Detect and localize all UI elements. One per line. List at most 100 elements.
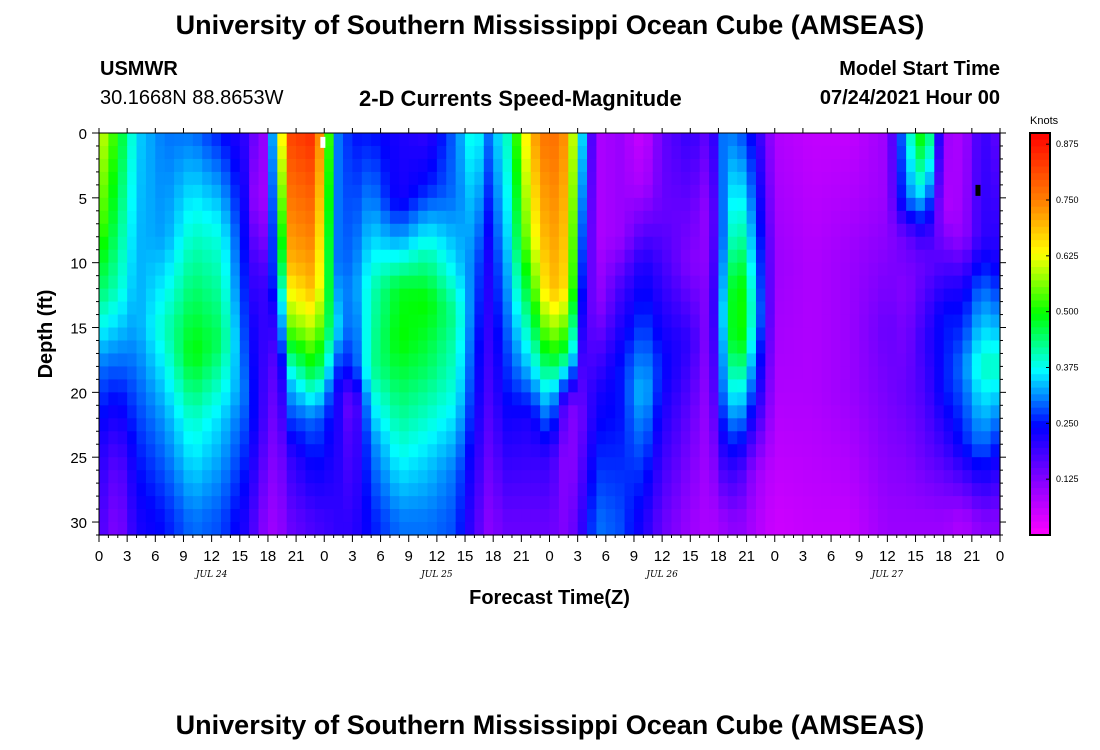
heatmap-cell	[596, 522, 607, 536]
heatmap-cell	[380, 353, 391, 368]
heatmap-cell	[831, 392, 842, 406]
heatmap-cell	[474, 327, 485, 342]
heatmap-cell	[680, 483, 691, 497]
heatmap-cell	[943, 133, 954, 147]
heatmap-cell	[981, 379, 992, 393]
heatmap-cell	[211, 236, 222, 251]
heatmap-cell	[540, 431, 551, 445]
heatmap-marker	[320, 136, 326, 148]
heatmap-cell	[718, 444, 729, 458]
heatmap-cell	[793, 431, 804, 445]
heatmap-cell	[680, 366, 691, 380]
heatmap-cell	[981, 288, 992, 303]
colorbar-segment	[1030, 387, 1050, 395]
heatmap-cell	[483, 133, 494, 147]
heatmap-cell	[671, 509, 682, 523]
heatmap-cell	[361, 314, 372, 329]
heatmap-cell	[793, 522, 804, 536]
heatmap-cell	[239, 171, 250, 186]
heatmap-cell	[249, 392, 260, 406]
heatmap-cell	[718, 197, 729, 212]
heatmap-cell	[296, 133, 307, 147]
heatmap-cell	[314, 301, 325, 316]
heatmap-cell	[981, 262, 992, 277]
heatmap-cell	[596, 470, 607, 484]
heatmap-cell	[896, 340, 907, 355]
heatmap-cell	[202, 210, 213, 225]
heatmap-cell	[483, 327, 494, 342]
heatmap-cell	[465, 418, 476, 432]
heatmap-cell	[558, 418, 569, 432]
heatmap-cell	[990, 392, 1001, 406]
heatmap-cell	[483, 418, 494, 432]
heatmap-cell	[680, 133, 691, 147]
heatmap-cell	[981, 210, 992, 225]
heatmap-cell	[502, 431, 513, 445]
heatmap-cell	[587, 496, 598, 510]
heatmap-cell	[643, 327, 654, 342]
heatmap-cell	[615, 327, 626, 342]
heatmap-cell	[821, 133, 832, 147]
heatmap-cell	[511, 249, 522, 264]
heatmap-cell	[258, 236, 269, 251]
heatmap-cell	[718, 184, 729, 199]
heatmap-cell	[230, 133, 241, 147]
heatmap-cell	[746, 483, 757, 497]
heatmap-cell	[568, 145, 579, 160]
heatmap-cell	[774, 470, 785, 484]
heatmap-cell	[662, 223, 673, 238]
heatmap-cell	[408, 509, 419, 523]
heatmap-cell	[408, 327, 419, 342]
heatmap-cell	[831, 470, 842, 484]
heatmap-cell	[755, 366, 766, 380]
x-tick-label: 0	[95, 548, 103, 565]
heatmap-cell	[962, 444, 973, 458]
heatmap-cell	[117, 197, 128, 212]
heatmap-cell	[352, 353, 363, 368]
heatmap-cell	[587, 509, 598, 523]
heatmap-cell	[915, 236, 926, 251]
heatmap-cell	[915, 327, 926, 342]
heatmap-cell	[483, 379, 494, 393]
heatmap-cell	[333, 418, 344, 432]
heatmap-cell	[455, 210, 466, 225]
heatmap-cell	[446, 288, 457, 303]
heatmap-cell	[727, 418, 738, 432]
heatmap-cell	[802, 405, 813, 419]
heatmap-cell	[802, 236, 813, 251]
heatmap-cell	[746, 275, 757, 290]
heatmap-cell	[286, 314, 297, 329]
heatmap-cell	[643, 366, 654, 380]
heatmap-cell	[211, 379, 222, 393]
heatmap-cell	[971, 288, 982, 303]
heatmap-cell	[211, 197, 222, 212]
heatmap-cell	[680, 145, 691, 160]
heatmap-cell	[624, 353, 635, 368]
heatmap-cell	[680, 444, 691, 458]
heatmap-cell	[192, 483, 203, 497]
heatmap-cell	[221, 262, 231, 277]
heatmap-cell	[371, 483, 382, 497]
heatmap-cell	[793, 301, 804, 316]
heatmap-cell	[324, 158, 335, 173]
heatmap-cell	[943, 236, 954, 251]
heatmap-cell	[502, 275, 513, 290]
heatmap-cell	[286, 340, 297, 355]
heatmap-cell	[887, 405, 898, 419]
heatmap-cell	[446, 133, 457, 147]
heatmap-cell	[230, 509, 241, 523]
heatmap-cell	[540, 392, 551, 406]
heatmap-cell	[840, 418, 851, 432]
heatmap-cell	[596, 184, 607, 199]
heatmap-cell	[990, 314, 1001, 329]
heatmap-cell	[549, 236, 560, 251]
heatmap-cell	[99, 470, 109, 484]
heatmap-cell	[737, 249, 748, 264]
heatmap-cell	[887, 496, 898, 510]
heatmap-cell	[239, 444, 250, 458]
heatmap-cell	[971, 509, 982, 523]
heatmap-cell	[230, 392, 241, 406]
heatmap-cell	[108, 133, 119, 147]
heatmap-cell	[727, 262, 738, 277]
heatmap-cell	[633, 288, 644, 303]
